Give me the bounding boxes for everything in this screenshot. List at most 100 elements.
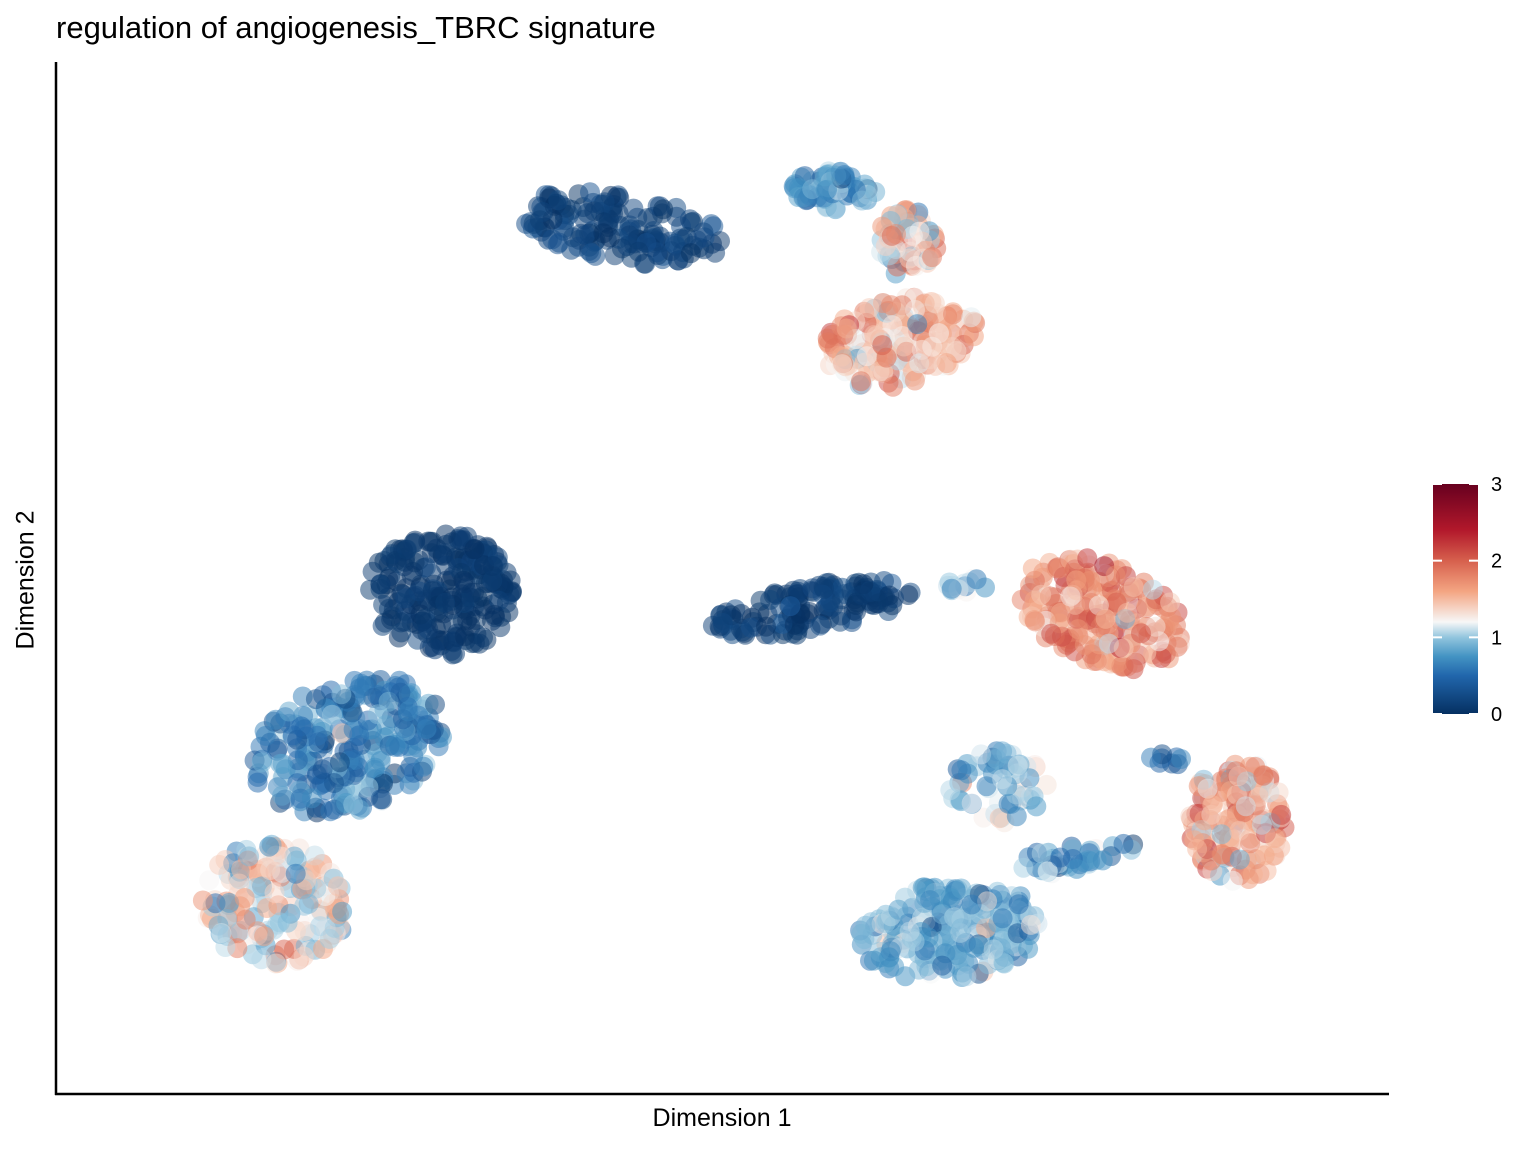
data-point <box>941 337 962 357</box>
data-point <box>1222 870 1243 891</box>
data-point <box>343 794 364 815</box>
data-point <box>277 912 298 933</box>
data-point <box>1211 824 1232 845</box>
data-point <box>416 719 437 740</box>
data-point <box>266 953 286 974</box>
data-point <box>192 890 213 911</box>
data-point <box>1253 765 1274 786</box>
data-point <box>500 570 521 591</box>
data-point <box>859 298 880 318</box>
data-point <box>976 776 997 797</box>
data-point <box>941 578 962 599</box>
data-point <box>482 556 503 576</box>
data-point <box>983 939 1004 960</box>
data-point <box>257 898 277 918</box>
chart-title: regulation of angiogenesis_TBRC signatur… <box>56 10 656 45</box>
data-point <box>454 626 475 647</box>
data-point <box>324 773 344 793</box>
data-point <box>1235 796 1256 817</box>
data-point <box>856 346 877 367</box>
data-point <box>1066 858 1087 879</box>
data-point <box>367 704 388 725</box>
data-point <box>322 704 342 725</box>
data-point <box>854 929 875 950</box>
data-point <box>1151 648 1172 668</box>
data-point <box>294 921 315 941</box>
data-point <box>780 596 801 617</box>
data-point <box>825 199 846 220</box>
data-point <box>992 908 1013 929</box>
data-point <box>971 744 992 765</box>
data-point <box>1201 850 1222 871</box>
points-layer <box>192 161 1295 987</box>
data-point <box>712 612 733 633</box>
data-point <box>279 701 299 722</box>
data-point <box>581 243 602 264</box>
data-point <box>1008 894 1029 915</box>
data-point <box>1228 766 1249 787</box>
data-point <box>251 752 272 773</box>
data-point <box>961 307 982 328</box>
data-point <box>902 225 923 246</box>
data-point <box>370 751 391 771</box>
data-point <box>1101 580 1122 601</box>
data-point <box>387 552 408 573</box>
data-point <box>1142 579 1163 600</box>
data-point <box>1251 814 1272 835</box>
data-point <box>653 199 674 220</box>
data-point <box>211 923 232 943</box>
data-point <box>951 760 972 781</box>
data-point <box>936 353 957 374</box>
data-point <box>469 633 490 654</box>
data-point <box>1161 606 1181 627</box>
data-point <box>1105 565 1126 586</box>
data-point <box>484 604 505 625</box>
data-point <box>956 966 977 987</box>
data-point <box>1018 938 1039 959</box>
data-point <box>425 694 445 715</box>
data-point <box>391 622 412 643</box>
data-point <box>1123 577 1144 597</box>
data-point <box>1092 850 1113 871</box>
colorbar-legend: 0 1 2 3 <box>1433 474 1502 726</box>
data-point <box>680 243 701 264</box>
data-point <box>1113 833 1134 854</box>
data-point <box>1006 806 1027 827</box>
data-point <box>436 555 456 576</box>
data-point <box>548 190 569 211</box>
data-point <box>905 255 926 276</box>
data-point <box>272 785 293 806</box>
data-point <box>1050 847 1071 868</box>
data-point <box>924 293 945 314</box>
data-point <box>922 336 943 357</box>
data-point <box>940 780 961 801</box>
data-point <box>239 846 260 867</box>
data-point <box>373 594 394 615</box>
data-point <box>1141 747 1161 768</box>
data-point <box>1026 796 1047 817</box>
data-point <box>954 951 975 972</box>
data-point <box>951 918 972 939</box>
data-point <box>327 876 348 897</box>
data-point <box>1171 749 1191 769</box>
data-point <box>1125 652 1146 673</box>
data-point <box>908 959 929 980</box>
data-point <box>961 793 982 814</box>
y-axis-label: Dimension 2 <box>11 510 40 650</box>
data-point <box>898 585 919 605</box>
data-point <box>532 201 553 222</box>
data-point <box>693 222 714 243</box>
data-point <box>1077 548 1098 569</box>
data-point <box>547 234 568 255</box>
data-point <box>401 565 422 586</box>
data-point <box>907 314 928 335</box>
data-point <box>385 735 406 755</box>
colorbar-tick-label: 0 <box>1491 704 1502 726</box>
data-point <box>961 894 982 915</box>
data-point <box>882 315 903 336</box>
data-point <box>1167 636 1188 657</box>
data-point <box>877 592 898 613</box>
data-point <box>872 335 893 356</box>
data-point <box>370 789 391 810</box>
